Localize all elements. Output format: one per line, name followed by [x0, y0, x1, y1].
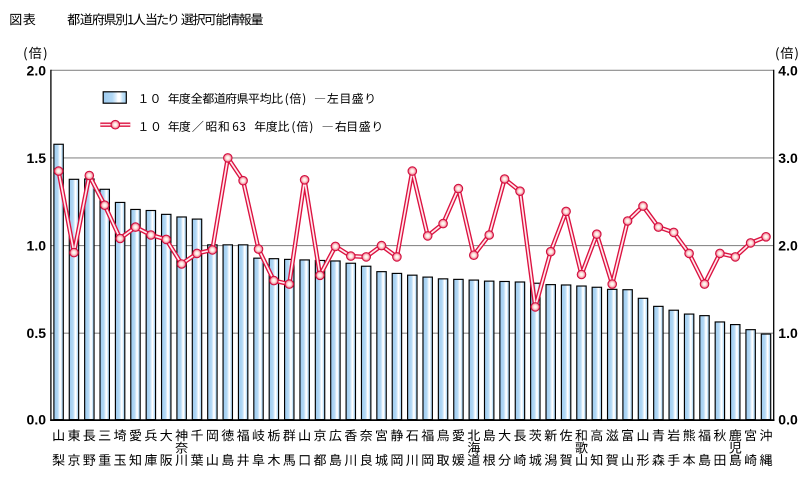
svg-text:2.0: 2.0	[778, 238, 798, 254]
svg-text:0.5: 0.5	[27, 325, 47, 341]
svg-text:1.0: 1.0	[27, 238, 47, 254]
svg-text:0.0: 0.0	[27, 411, 47, 427]
svg-text:3.0: 3.0	[778, 150, 798, 166]
svg-text:0.0: 0.0	[778, 411, 798, 427]
svg-text:4.0: 4.0	[778, 62, 798, 78]
svg-text:1.5: 1.5	[27, 150, 47, 166]
svg-text:2.0: 2.0	[27, 62, 47, 78]
svg-text:1.0: 1.0	[778, 325, 798, 341]
